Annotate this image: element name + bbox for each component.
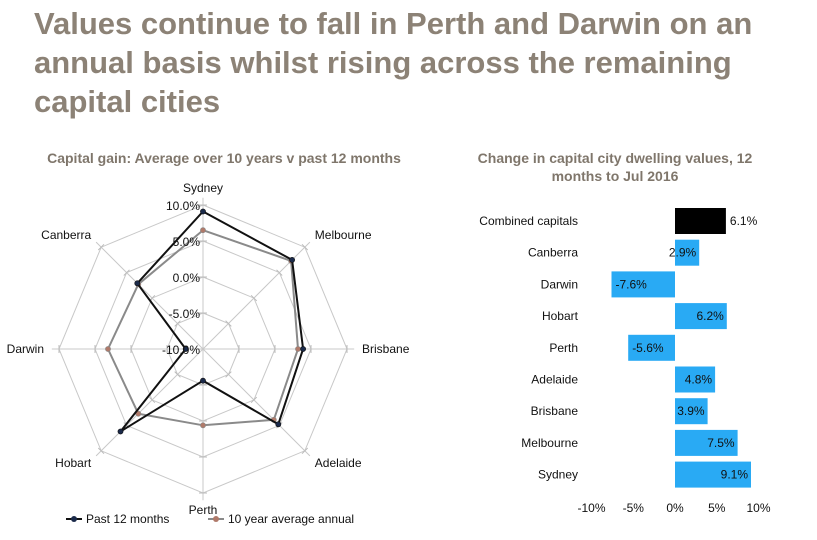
legend-swatch-10-year-average	[208, 516, 224, 522]
radar-tick-label: 0.0%	[173, 271, 201, 285]
bar-category-label-hobart: Hobart	[542, 309, 579, 323]
radar-axis-label-melbourne: Melbourne	[315, 228, 372, 242]
bar-data-label-melbourne: 7.5%	[707, 436, 735, 450]
bar-darwin	[611, 271, 675, 298]
radar-axis-label-adelaide: Adelaide	[315, 456, 362, 470]
radar-tick-label: -5.0%	[169, 307, 201, 321]
radar-axis-label-hobart: Hobart	[55, 456, 92, 470]
legend-label-past-12-months: Past 12 months	[86, 512, 170, 526]
radar-point-past-12-months-sydney	[200, 208, 206, 215]
radar-spoke-canberra	[95, 241, 204, 350]
radar-chart: 10.0% 5.0% 0.0% -5.0% -10.0% Sydney Melbourne B…	[7, 181, 410, 517]
bar-data-label-adelaide: 4.8%	[685, 373, 713, 387]
bar-chart-title: Change in capital city dwelling values, …	[477, 150, 753, 184]
legend-swatch-past-12-months	[66, 516, 82, 522]
radar-tick-mark	[301, 447, 309, 455]
radar-tick-mark	[301, 243, 309, 251]
radar-tick-mark	[250, 396, 258, 404]
radar-point-past-12-months-adelaide	[275, 421, 282, 428]
radar-tick-mark	[225, 371, 232, 378]
radar-point-past-12-months-darwin	[182, 346, 189, 352]
radar-point-10-year-average-annual-sydney	[200, 227, 206, 234]
radar-axis-label-perth: Perth	[189, 503, 218, 517]
radar-axis-label-brisbane: Brisbane	[362, 342, 410, 356]
bar-x-tick-label: -5%	[623, 501, 645, 515]
radar-tick-label: 5.0%	[173, 235, 201, 249]
radar-point-10-year-average-annual-perth	[200, 422, 206, 429]
bar-combined-capitals	[675, 208, 726, 234]
radar-tick-mark	[148, 396, 156, 404]
bar-category-label-adelaide: Adelaide	[531, 373, 578, 387]
bar-perth	[628, 334, 675, 361]
bar-category-label-perth: Perth	[549, 341, 578, 355]
radar-axis-label-canberra: Canberra	[41, 228, 91, 242]
radar-point-past-12-months-perth	[200, 377, 206, 384]
bar-data-label-canberra: 2.9%	[669, 246, 697, 260]
bar-category-label-brisbane: Brisbane	[531, 404, 579, 418]
radar-spoke-adelaide	[202, 348, 311, 457]
radar-spoke-hobart	[95, 348, 204, 457]
radar-point-past-12-months-hobart	[117, 428, 124, 435]
radar-tick-mark	[123, 269, 130, 276]
radar-axis-label-sydney: Sydney	[183, 181, 223, 195]
bar-sydney	[675, 461, 751, 488]
bar-category-label-canberra: Canberra	[528, 246, 578, 260]
radar-tick-mark	[174, 371, 181, 378]
radar-tick-mark	[276, 269, 283, 276]
legend-label-10-year-average: 10 year average annual	[228, 512, 355, 526]
radar-point-past-12-months-brisbane	[300, 346, 306, 352]
bar-category-label-combined-capitals: Combined capitals	[479, 214, 578, 228]
bar-canberra	[675, 239, 700, 266]
radar-tick-mark	[250, 294, 258, 302]
bar-melbourne	[675, 429, 738, 456]
bar-data-label-darwin: -7.6%	[616, 277, 648, 291]
radar-tick-mark	[174, 320, 181, 327]
bar-data-label-brisbane: 3.9%	[677, 404, 705, 418]
bar-data-label-combined-capitals: 6.1%	[730, 214, 758, 228]
bar-category-label-sydney: Sydney	[538, 468, 578, 482]
radar-point-10-year-average-annual-brisbane	[295, 346, 301, 352]
bar-data-label-sydney: 9.1%	[721, 468, 749, 482]
bar-category-label-melbourne: Melbourne	[521, 436, 578, 450]
bar-brisbane	[675, 398, 708, 425]
radar-point-past-12-months-canberra	[134, 280, 141, 287]
radar-tick-label: -10.0%	[162, 343, 200, 357]
bar-x-tick-label: 0%	[666, 501, 684, 515]
radar-tick-mark	[97, 447, 105, 455]
bar-category-label-darwin: Darwin	[541, 277, 578, 291]
radar-legend: Past 12 months	[66, 512, 169, 526]
bar-x-tick-label: -10%	[577, 501, 605, 515]
bar-adelaide	[675, 366, 716, 393]
bar-data-label-perth: -5.6%	[632, 341, 664, 355]
radar-legend-2: 10 year average annual	[208, 512, 354, 526]
bar-x-tick-label: 10%	[746, 501, 770, 515]
radar-point-10-year-average-annual-darwin	[105, 346, 111, 352]
bar-data-label-hobart: 6.2%	[696, 309, 724, 323]
bar-hobart	[675, 303, 727, 330]
radar-tick-mark	[225, 320, 232, 327]
headline: Values continue to fall in Perth and Dar…	[34, 6, 753, 119]
radar-axis-label-darwin: Darwin	[7, 342, 44, 356]
bar-x-tick-label: 5%	[708, 501, 726, 515]
radar-point-past-12-months-melbourne	[289, 256, 295, 263]
radar-chart-title: Capital gain: Average over 10 years v pa…	[47, 150, 401, 166]
radar-tick-label: 10.0%	[166, 199, 200, 213]
radar-tick-mark	[97, 243, 105, 251]
